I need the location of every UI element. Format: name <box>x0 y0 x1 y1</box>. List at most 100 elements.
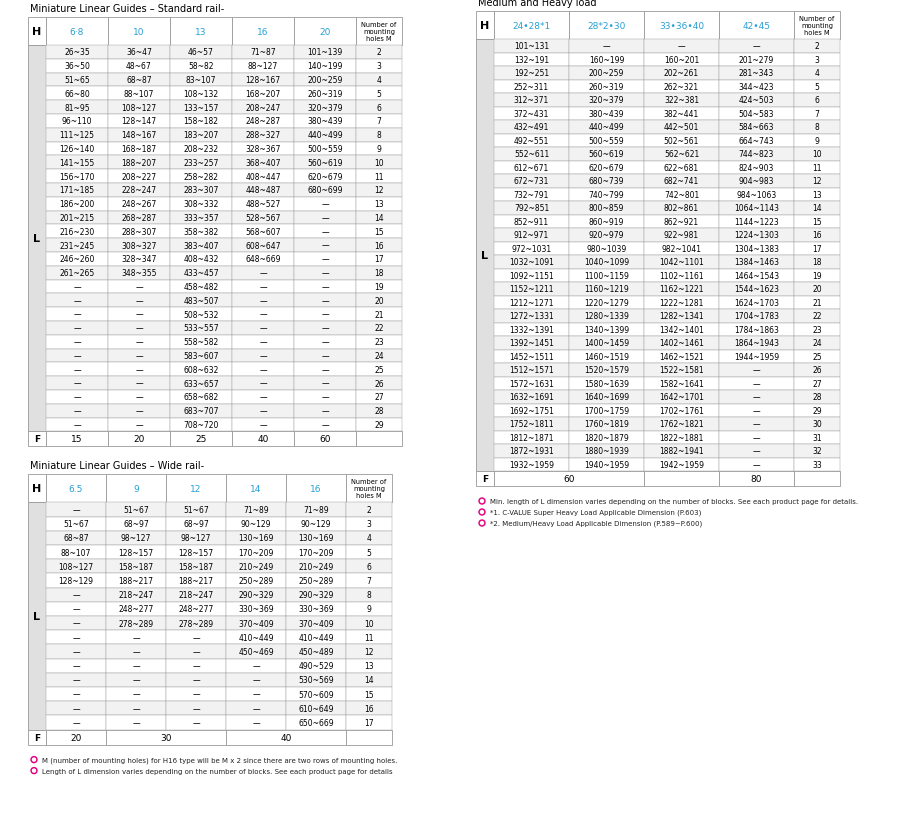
Text: 11: 11 <box>364 633 373 642</box>
Bar <box>494 445 568 458</box>
Bar <box>46 673 106 687</box>
Bar <box>719 377 793 390</box>
Bar <box>793 458 839 472</box>
Bar <box>46 252 108 267</box>
Bar <box>494 94 568 107</box>
Text: 322~381: 322~381 <box>664 96 698 105</box>
Text: 140~199: 140~199 <box>307 62 342 71</box>
Text: 502~561: 502~561 <box>664 136 698 145</box>
Bar <box>294 308 356 322</box>
Text: 1144~1223: 1144~1223 <box>733 217 778 227</box>
Text: 15: 15 <box>364 690 373 699</box>
Text: 1632~1691: 1632~1691 <box>508 393 553 402</box>
Text: 620~679: 620~679 <box>588 164 624 172</box>
Text: —: — <box>192 661 199 670</box>
Bar <box>793 12 839 40</box>
Text: 13: 13 <box>364 661 373 670</box>
Bar <box>46 197 108 212</box>
Bar <box>643 283 719 296</box>
Text: 383~407: 383~407 <box>183 242 219 250</box>
Text: 530~569: 530~569 <box>298 675 334 685</box>
Bar <box>46 701 106 716</box>
Text: 71~89: 71~89 <box>303 506 328 514</box>
Circle shape <box>480 500 483 503</box>
Bar <box>643 337 719 350</box>
Text: 31: 31 <box>811 433 821 442</box>
Text: 170~209: 170~209 <box>238 548 273 557</box>
Bar <box>643 350 719 364</box>
Text: 201~279: 201~279 <box>738 56 773 64</box>
Bar <box>170 349 232 363</box>
Bar <box>170 46 232 59</box>
Bar <box>106 559 165 573</box>
Text: —: — <box>321 242 328 250</box>
Text: —: — <box>321 421 328 430</box>
Text: 40: 40 <box>257 435 268 444</box>
Bar <box>643 54 719 67</box>
Text: —: — <box>259 310 267 319</box>
Bar <box>346 545 391 559</box>
Text: 1692~1751: 1692~1751 <box>508 406 553 415</box>
Text: 51~65: 51~65 <box>64 76 90 85</box>
Bar <box>106 716 165 730</box>
Bar <box>719 417 793 431</box>
Text: 370~409: 370~409 <box>238 619 274 628</box>
Text: —: — <box>74 406 81 415</box>
Text: 233~257: 233~257 <box>183 159 219 167</box>
Text: —: — <box>192 704 199 713</box>
Bar <box>475 40 494 472</box>
Bar <box>793 256 839 269</box>
Bar <box>46 602 106 616</box>
Text: 6·8: 6·8 <box>70 28 85 37</box>
Text: 90~129: 90~129 <box>241 520 271 528</box>
Text: —: — <box>752 433 759 442</box>
Text: —: — <box>132 633 140 642</box>
Bar <box>170 363 232 377</box>
Text: 860~919: 860~919 <box>588 217 623 227</box>
Bar <box>294 59 356 74</box>
Text: 1220~1279: 1220~1279 <box>584 298 629 308</box>
Bar <box>568 256 643 269</box>
Bar <box>226 673 286 687</box>
Text: 128~129: 128~129 <box>59 576 94 585</box>
Text: 168~207: 168~207 <box>245 89 280 99</box>
Text: 382~441: 382~441 <box>664 110 698 119</box>
Bar <box>568 215 643 229</box>
Text: 333~357: 333~357 <box>183 214 219 222</box>
Bar <box>46 475 106 502</box>
Bar <box>226 588 286 602</box>
Bar <box>294 418 356 432</box>
Text: 4: 4 <box>376 76 381 85</box>
Text: 380~439: 380~439 <box>307 117 343 126</box>
Bar <box>494 148 568 161</box>
Text: 22: 22 <box>811 312 821 321</box>
Text: 218~247: 218~247 <box>178 590 213 599</box>
Text: 1582~1641: 1582~1641 <box>658 380 703 388</box>
Bar <box>793 215 839 229</box>
Bar <box>719 229 793 242</box>
Text: —: — <box>74 421 81 430</box>
Text: 12: 12 <box>364 647 373 656</box>
Text: 1882~1941: 1882~1941 <box>659 446 703 456</box>
Text: 1760~1819: 1760~1819 <box>584 420 629 429</box>
Bar <box>286 545 346 559</box>
Bar <box>494 309 568 323</box>
Text: 98~127: 98~127 <box>181 533 211 543</box>
Text: 9: 9 <box>813 136 819 145</box>
Text: —: — <box>252 675 259 685</box>
Text: *2. Medium/Heavy Load Applicable Dimension (P.589~P.600): *2. Medium/Heavy Load Applicable Dimensi… <box>490 520 701 527</box>
Text: 852~911: 852~911 <box>514 217 549 227</box>
Bar <box>232 18 294 46</box>
Text: 320~379: 320~379 <box>307 104 343 113</box>
Bar <box>165 659 226 673</box>
Bar <box>719 458 793 472</box>
Text: 1340~1399: 1340~1399 <box>584 325 629 334</box>
Text: —: — <box>72 690 80 699</box>
Text: —: — <box>135 297 142 305</box>
Text: —: — <box>135 365 142 375</box>
Bar <box>793 94 839 107</box>
Text: 1342~1401: 1342~1401 <box>658 325 703 334</box>
Text: 13: 13 <box>195 28 207 37</box>
Text: —: — <box>74 283 81 292</box>
Bar <box>793 309 839 323</box>
